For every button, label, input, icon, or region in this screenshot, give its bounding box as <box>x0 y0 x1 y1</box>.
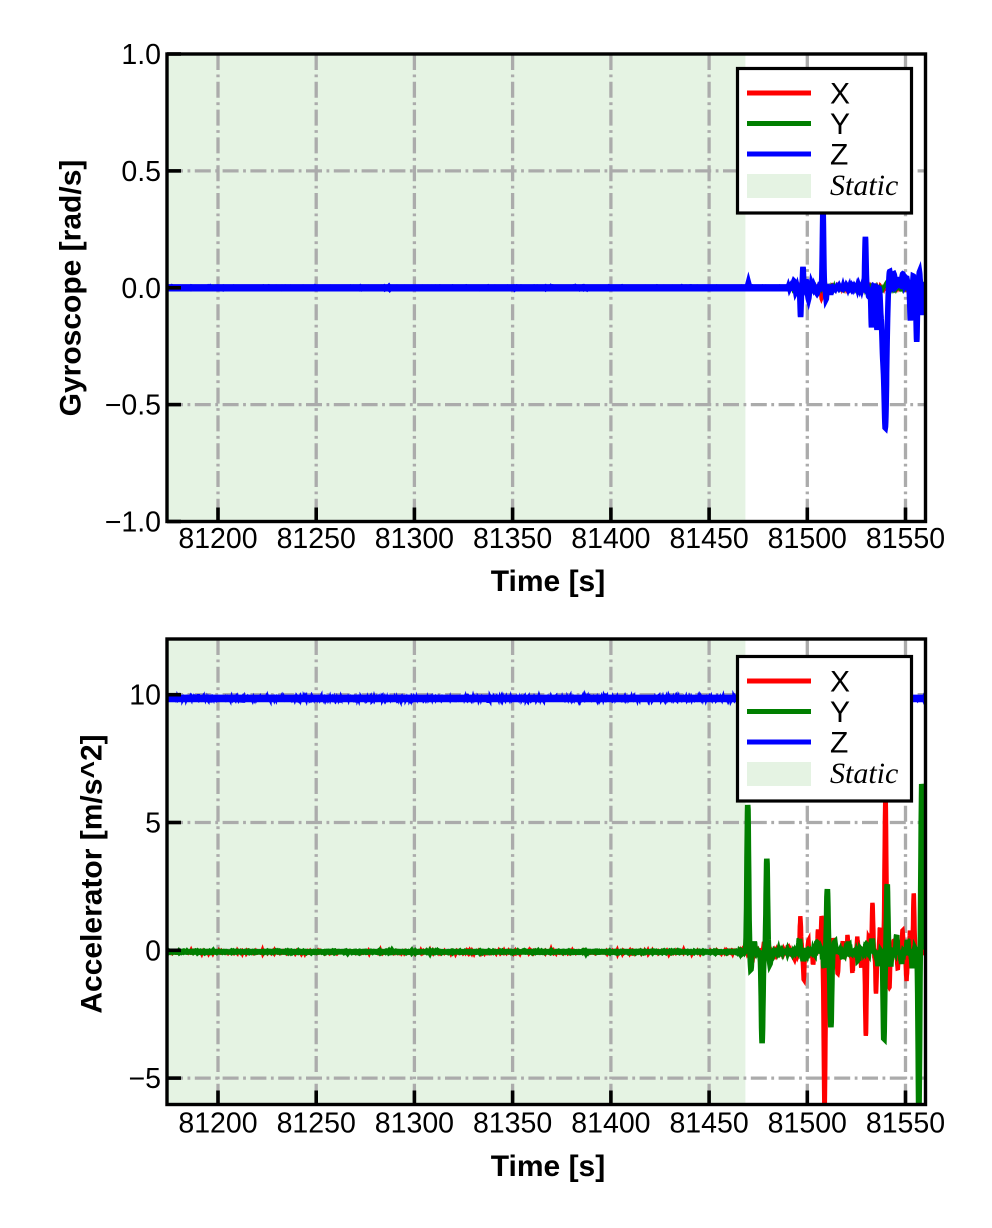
svg-text:Gyroscope [rad/s]: Gyroscope [rad/s] <box>55 160 88 417</box>
svg-text:81300: 81300 <box>375 523 454 555</box>
svg-text:81200: 81200 <box>178 1108 257 1140</box>
svg-text:81500: 81500 <box>768 523 847 555</box>
svg-text:X: X <box>830 78 850 111</box>
svg-text:1.0: 1.0 <box>121 39 161 71</box>
svg-text:Z: Z <box>830 139 848 172</box>
svg-text:81400: 81400 <box>571 1108 650 1140</box>
svg-text:81200: 81200 <box>178 523 257 555</box>
svg-text:Time [s]: Time [s] <box>491 565 605 598</box>
svg-text:−0.5: −0.5 <box>105 390 161 422</box>
svg-text:Accelerator [m/s^2]: Accelerator [m/s^2] <box>76 734 109 1013</box>
svg-text:81350: 81350 <box>473 523 552 555</box>
svg-text:Y: Y <box>830 696 850 729</box>
svg-text:Static: Static <box>830 169 898 202</box>
svg-text:0: 0 <box>145 935 161 967</box>
svg-text:81300: 81300 <box>375 1108 454 1140</box>
svg-text:81450: 81450 <box>669 523 748 555</box>
svg-text:X: X <box>830 666 850 699</box>
svg-text:81400: 81400 <box>571 523 650 555</box>
svg-text:81350: 81350 <box>473 1108 552 1140</box>
svg-text:81250: 81250 <box>277 1108 356 1140</box>
svg-text:81550: 81550 <box>866 1108 945 1140</box>
svg-text:81550: 81550 <box>866 523 945 555</box>
svg-text:0.5: 0.5 <box>121 156 161 188</box>
svg-text:10: 10 <box>129 680 161 712</box>
svg-text:Y: Y <box>830 108 850 141</box>
svg-text:Z: Z <box>830 727 848 760</box>
svg-text:0.0: 0.0 <box>121 273 161 305</box>
svg-text:81500: 81500 <box>768 1108 847 1140</box>
svg-text:81250: 81250 <box>277 523 356 555</box>
svg-text:−1.0: −1.0 <box>105 507 161 539</box>
svg-text:81450: 81450 <box>669 1108 748 1140</box>
svg-text:Time [s]: Time [s] <box>491 1150 605 1183</box>
svg-text:−5: −5 <box>129 1063 162 1095</box>
svg-text:5: 5 <box>145 808 161 840</box>
svg-text:Static: Static <box>830 757 898 790</box>
